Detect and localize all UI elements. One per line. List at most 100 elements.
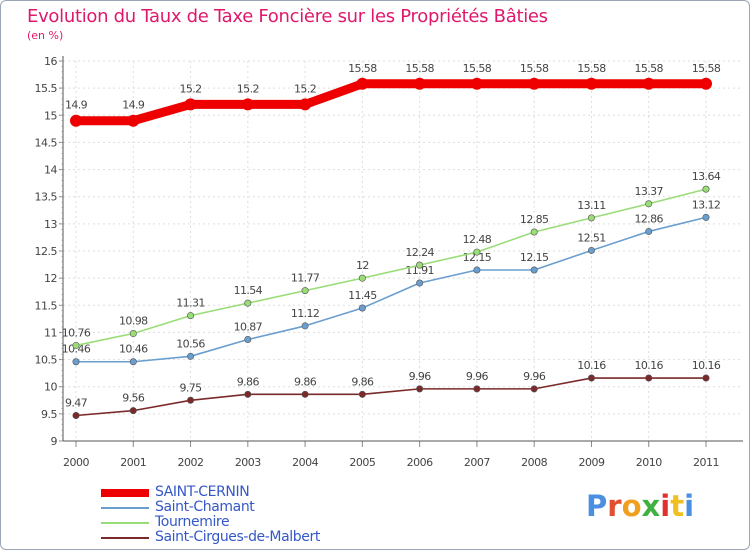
- data-label: 12.24: [405, 246, 434, 259]
- logo-letter: t: [670, 489, 685, 523]
- data-point: [416, 261, 424, 269]
- y-tick-label: 15: [44, 109, 57, 122]
- data-point: [702, 374, 710, 382]
- data-point: [187, 352, 195, 360]
- data-label: 10.87: [234, 320, 263, 333]
- y-tick-label: 15.5: [35, 82, 58, 95]
- data-point: [530, 228, 538, 236]
- series-line: [76, 216, 707, 363]
- data-label: 10.16: [692, 359, 721, 372]
- data-label: 15.2: [294, 82, 316, 95]
- data-label: 15.58: [405, 62, 434, 75]
- data-point: [585, 77, 598, 90]
- x-tick-label: 2007: [464, 456, 490, 469]
- data-label: 15.58: [463, 62, 492, 75]
- data-point: [299, 98, 312, 111]
- data-label: 9.75: [179, 381, 202, 394]
- y-tick-label: 14: [44, 164, 57, 177]
- chart-subtitle: (en %): [27, 29, 64, 42]
- data-point: [187, 312, 195, 320]
- y-tick-label: 9.5: [41, 408, 57, 421]
- data-label: 9.86: [351, 375, 374, 388]
- data-label: 11.31: [176, 297, 205, 310]
- data-label: 12.86: [634, 212, 663, 225]
- data-label: 11.77: [291, 272, 320, 285]
- data-point: [642, 77, 655, 90]
- data-point: [244, 335, 252, 343]
- chart-title: Evolution du Taux de Taxe Foncière sur l…: [27, 6, 548, 27]
- data-point: [358, 274, 366, 282]
- data-label: 15.58: [692, 62, 721, 75]
- x-tick-label: 2011: [693, 456, 719, 469]
- data-label: 13.11: [577, 199, 606, 212]
- data-label: 9.56: [122, 392, 145, 405]
- data-label: 9.96: [409, 370, 432, 383]
- legend-label: SAINT-CERNIN: [155, 484, 250, 500]
- data-label: 14.9: [122, 99, 145, 112]
- data-point: [587, 246, 595, 254]
- y-tick-label: 16: [44, 55, 57, 68]
- proxiti-logo: Proxiti: [586, 489, 694, 523]
- y-tick-label: 12.5: [35, 245, 58, 258]
- data-point: [129, 358, 137, 366]
- legend-swatch: [101, 507, 149, 509]
- data-point: [473, 266, 481, 274]
- data-point: [587, 214, 595, 222]
- y-tick-label: 12: [44, 272, 57, 285]
- data-point: [127, 114, 140, 127]
- legend-swatch: [101, 537, 149, 539]
- data-point: [470, 77, 483, 90]
- data-label: 13.37: [634, 185, 663, 198]
- legend-swatch: [101, 489, 149, 497]
- x-tick-label: 2004: [292, 456, 318, 469]
- data-label: 10.46: [62, 343, 91, 356]
- legend-label: Saint-Chamant: [155, 499, 255, 515]
- data-point: [413, 77, 426, 90]
- data-label: 10.16: [577, 359, 606, 372]
- x-tick-label: 2009: [578, 456, 604, 469]
- data-point: [244, 390, 252, 398]
- data-label: 11.45: [348, 289, 377, 302]
- data-label: 15.2: [179, 82, 201, 95]
- y-tick-label: 13: [44, 218, 57, 231]
- data-point: [416, 279, 424, 287]
- y-tick-label: 14.5: [35, 136, 58, 149]
- data-point: [301, 287, 309, 295]
- y-tick-label: 13.5: [35, 191, 58, 204]
- y-tick-label: 10: [44, 381, 57, 394]
- data-point: [129, 407, 137, 415]
- data-point: [70, 114, 82, 127]
- data-point: [530, 385, 538, 393]
- data-point: [473, 248, 481, 256]
- data-label: 15.58: [634, 62, 663, 75]
- data-label: 11.54: [234, 284, 263, 297]
- x-tick-label: 2000: [63, 456, 89, 469]
- data-point: [528, 77, 541, 90]
- data-label: 10.76: [62, 326, 91, 339]
- data-label: 15.58: [577, 62, 606, 75]
- data-point: [301, 390, 309, 398]
- y-tick-label: 11: [44, 326, 57, 339]
- data-label: 10.98: [119, 315, 148, 328]
- data-point: [700, 77, 712, 90]
- data-point: [645, 374, 653, 382]
- data-label: 12: [356, 259, 369, 272]
- data-label: 12.15: [520, 251, 549, 264]
- data-label: 9.86: [237, 375, 260, 388]
- data-point: [358, 304, 366, 312]
- data-label: 10.56: [176, 337, 205, 350]
- data-point: [72, 358, 80, 366]
- logo-letter: i: [684, 489, 695, 523]
- data-label: 12.85: [520, 213, 549, 226]
- legend-label: Tournemire: [155, 514, 230, 530]
- data-point: [473, 385, 481, 393]
- data-label: 15.2: [237, 82, 259, 95]
- data-point: [702, 185, 710, 193]
- series-line: [76, 79, 706, 126]
- data-label: 13.12: [692, 198, 721, 211]
- x-tick-label: 2003: [235, 456, 261, 469]
- data-point: [645, 200, 653, 208]
- data-point: [587, 374, 595, 382]
- x-tick-label: 2006: [407, 456, 433, 469]
